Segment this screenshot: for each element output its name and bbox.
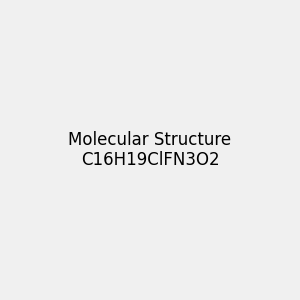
- Text: Molecular Structure
C16H19ClFN3O2: Molecular Structure C16H19ClFN3O2: [68, 130, 232, 170]
